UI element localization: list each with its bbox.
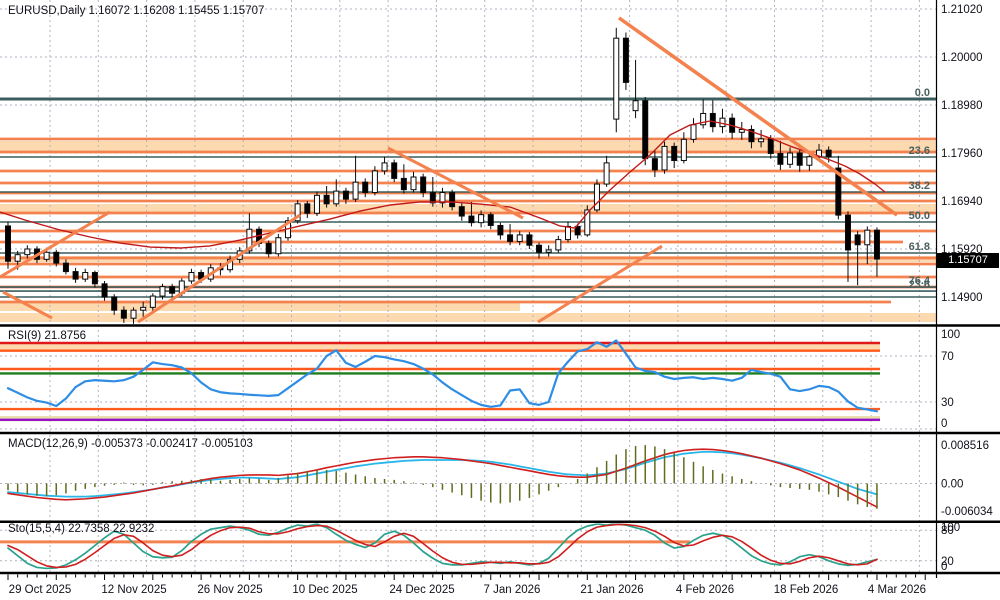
svg-text:0.0: 0.0: [915, 87, 930, 99]
macd-histogram: [7, 445, 878, 509]
svg-text:21 Jan 2026: 21 Jan 2026: [580, 584, 643, 596]
svg-text:0: 0: [941, 561, 947, 573]
ma-line: [0, 120, 886, 249]
panel-borders: [0, 0, 1000, 578]
svg-text:1.20000: 1.20000: [941, 52, 983, 64]
svg-text:7 Jan 2026: 7 Jan 2026: [484, 584, 541, 596]
svg-text:80: 80: [941, 525, 954, 537]
svg-text:50.0: 50.0: [909, 210, 930, 222]
date-axis: 29 Oct 2025 12 Nov 2025 26 Nov 2025 10 Dec …: [7, 574, 926, 596]
svg-text:1.21020: 1.21020: [941, 4, 983, 16]
sto-header: Sto(15,5,4) 22.7358 22.9232: [8, 523, 155, 535]
svg-text:1.16940: 1.16940: [941, 196, 983, 208]
rsi-header: RSI(9) 21.8756: [8, 330, 86, 342]
svg-text:1.17960: 1.17960: [941, 148, 983, 160]
svg-text:26 Nov 2025: 26 Nov 2025: [197, 584, 262, 596]
rsi-panel: 100 70 30 0: [0, 329, 960, 430]
svg-text:-0.006034: -0.006034: [941, 506, 993, 518]
macd-panel: 0.008516 0.00 -0.006034: [0, 440, 993, 518]
symbol-ohlc-header: EURUSD,Daily 1.16072 1.16208 1.15455 1.1…: [8, 5, 265, 17]
svg-text:10 Dec 2025: 10 Dec 2025: [292, 584, 357, 596]
svg-text:4 Mar 2026: 4 Mar 2026: [868, 584, 926, 596]
svg-text:23.6: 23.6: [909, 279, 930, 291]
svg-text:4 Feb 2026: 4 Feb 2026: [676, 584, 734, 596]
svg-text:38.2: 38.2: [909, 180, 930, 192]
svg-text:29 Oct 2025: 29 Oct 2025: [9, 584, 72, 596]
svg-text:18 Feb 2026: 18 Feb 2026: [774, 584, 839, 596]
svg-text:0.00: 0.00: [941, 479, 963, 491]
svg-text:0: 0: [941, 418, 947, 430]
svg-text:23.6: 23.6: [909, 145, 930, 157]
svg-text:100: 100: [941, 522, 960, 534]
svg-text:12 Nov 2025: 12 Nov 2025: [101, 584, 166, 596]
macd-header: MACD(12,26,9) -0.005373 -0.002417 -0.005…: [8, 438, 253, 450]
svg-text:100: 100: [941, 329, 960, 341]
svg-text:24 Dec 2025: 24 Dec 2025: [389, 584, 454, 596]
price-axis-labels: 1.210201.200001.189801.179601.169401.159…: [941, 4, 983, 304]
svg-text:76.4: 76.4: [909, 275, 931, 287]
current-price-tag: 1.15707: [937, 253, 999, 268]
svg-text:70: 70: [941, 351, 954, 363]
svg-text:30: 30: [941, 397, 954, 409]
svg-text:0.008516: 0.008516: [941, 440, 989, 452]
svg-text:20: 20: [941, 556, 954, 568]
svg-text:61.8: 61.8: [909, 241, 930, 253]
svg-text:1.18980: 1.18980: [941, 100, 983, 112]
svg-text:1.14900: 1.14900: [941, 292, 983, 304]
trendlines: [0, 16, 899, 324]
fibonacci-lines: 0.023.638.250.061.876.423.6: [0, 87, 936, 298]
